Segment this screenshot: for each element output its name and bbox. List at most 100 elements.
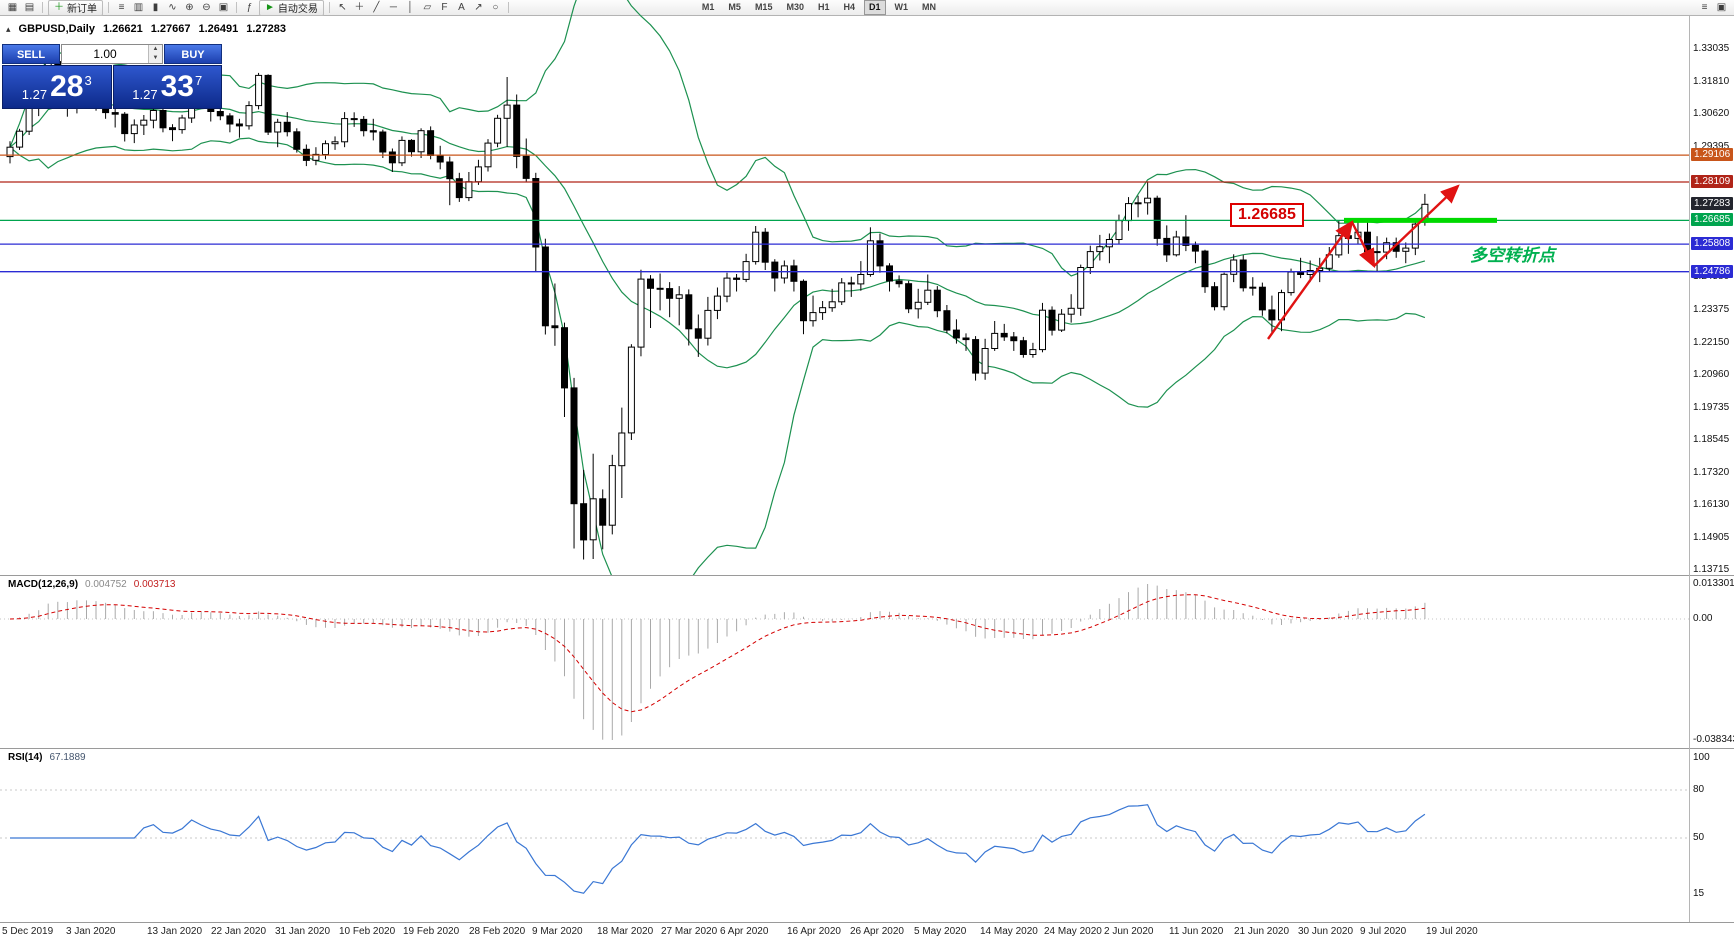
price-level-label: 1.28109 (1691, 175, 1734, 188)
macd-signal-value: 0.003713 (133, 579, 176, 590)
price-tick-label: 1.16130 (1693, 499, 1730, 510)
rsi-axis[interactable]: 100 80 50 15 (1690, 749, 1734, 921)
macd-name: MACD(12,26,9) (8, 579, 79, 590)
timeframe-mn[interactable]: MN (922, 2, 937, 12)
date-label: 2 Jun 2020 (1104, 926, 1154, 937)
candlestick-chart-icon[interactable]: ▮ (152, 2, 159, 13)
tile-windows-icon[interactable]: ▣ (218, 2, 229, 13)
market-depth-icon[interactable]: ≡ (118, 2, 125, 13)
new-order-button-label: 新订单 (67, 4, 97, 15)
autotrading-button-icon: ► (265, 1, 275, 13)
date-label: 19 Jul 2020 (1426, 926, 1478, 937)
price-level-label: 1.27283 (1691, 197, 1734, 210)
sell-price-point: 3 (84, 72, 92, 88)
sell-quote-tile[interactable]: 1.27 28 3 (2, 65, 112, 109)
timeframe-m30[interactable]: M30 (786, 2, 804, 12)
date-label: 22 Jan 2020 (211, 926, 267, 937)
date-label: 28 Feb 2020 (469, 926, 526, 937)
timeframe-m15[interactable]: M15 (754, 2, 773, 12)
ohlc-open: 1.26621 (102, 23, 143, 35)
date-label: 6 Apr 2020 (720, 926, 769, 937)
date-label: 19 Feb 2020 (403, 926, 460, 937)
zoom-out-icon[interactable]: ⊖ (202, 2, 211, 13)
trendline-icon[interactable]: ╱ (373, 2, 380, 13)
one-click-toggle-icon[interactable]: ▴ (6, 23, 11, 34)
buy-price-main: 1.27 (132, 86, 158, 102)
timeframe-m1[interactable]: M1 (701, 2, 715, 12)
toolbar-separator (507, 2, 509, 13)
date-label: 10 Feb 2020 (339, 926, 396, 937)
date-label: 9 Mar 2020 (532, 926, 583, 937)
line-chart-icon[interactable]: ∿ (168, 2, 177, 13)
macd-main-value: 0.004752 (85, 579, 127, 590)
macd-axis-label: -0.038343 (1693, 734, 1734, 745)
price-tick-label: 1.17320 (1693, 467, 1730, 478)
rsi-axis-label: 50 (1693, 832, 1705, 843)
price-level-label: 1.29106 (1691, 148, 1734, 161)
timeframe-m5[interactable]: M5 (728, 2, 741, 12)
new-order-button-icon: ＋ (54, 1, 64, 13)
price-tick-label: 1.33035 (1693, 43, 1730, 54)
price-tick-label: 1.29395 (1693, 141, 1730, 152)
price-tick-label: 1.23375 (1693, 304, 1730, 315)
cursor-icon[interactable]: ↖ (338, 2, 347, 13)
toolbar-separator (328, 2, 330, 13)
text-icon[interactable]: A (458, 2, 465, 13)
toolbar-menu-icon[interactable]: ≡ (1701, 2, 1708, 13)
rsi-panel-divider[interactable] (0, 748, 1734, 749)
toolbar-separator (42, 2, 43, 13)
date-label: 5 May 2020 (914, 926, 967, 937)
rsi-indicator-plot[interactable] (0, 749, 1689, 921)
price-level-label: 1.25808 (1691, 237, 1734, 250)
macd-axis[interactable]: 0.013301 0.00 -0.038343 (1690, 576, 1734, 748)
ohlc-low: 1.26491 (198, 23, 239, 35)
chart-profiles-icon[interactable]: ▤ (24, 2, 35, 13)
buy-quote-tile[interactable]: 1.27 33 7 (112, 65, 222, 109)
new-chart-icon[interactable]: ▦ (7, 2, 18, 13)
macd-label-row: MACD(12,26,9) 0.004752 0.003713 (8, 579, 175, 590)
timeframe-w1[interactable]: W1 (894, 2, 909, 12)
date-axis-divider (0, 922, 1734, 923)
turning-point-note: 多空转折点 (1470, 246, 1555, 265)
date-label: 24 May 2020 (1044, 926, 1102, 937)
macd-panel-divider[interactable] (0, 575, 1734, 576)
volume-input[interactable]: 1.00 (93, 47, 117, 61)
date-axis[interactable]: 5 Dec 2019 3 Jan 2020 13 Jan 2020 22 Jan 20… (0, 924, 1734, 944)
vertical-line-icon[interactable]: │ (407, 2, 414, 13)
indicators-icon[interactable]: ƒ (246, 2, 253, 13)
new-order-button[interactable]: ＋新订单 (48, 0, 103, 16)
chart-ohlc-header: ▴ GBPUSD,Daily 1.26621 1.27667 1.26491 1… (6, 23, 286, 35)
horizontal-line-icon[interactable]: ─ (389, 2, 397, 13)
timeframe-d1[interactable]: D1 (864, 0, 886, 15)
bar-chart-icon[interactable]: ▥ (133, 2, 144, 13)
price-tick-label: 1.18545 (1693, 434, 1730, 445)
macd-indicator-plot[interactable] (0, 576, 1689, 748)
fibonacci-icon[interactable]: F (441, 2, 448, 13)
timeframe-h4[interactable]: H4 (843, 2, 855, 12)
crosshair-icon[interactable]: ＋ (354, 2, 365, 13)
buy-button[interactable]: BUY (164, 44, 222, 64)
timeframe-h1[interactable]: H1 (817, 2, 830, 12)
date-label: 9 Jul 2020 (1360, 926, 1407, 937)
rsi-axis-label: 100 (1693, 752, 1710, 763)
shapes-icon[interactable]: ○ (492, 2, 499, 13)
date-label: 3 Jan 2020 (66, 926, 116, 937)
volume-decrease-button[interactable]: ▼ (149, 54, 162, 63)
sell-button[interactable]: SELL (2, 44, 60, 64)
channel-icon[interactable]: ▱ (423, 2, 432, 13)
zoom-in-icon[interactable]: ⊕ (185, 2, 194, 13)
price-tick-label: 1.13715 (1693, 564, 1730, 575)
date-label: 13 Jan 2020 (147, 926, 203, 937)
volume-increase-button[interactable]: ▲ (149, 45, 162, 54)
price-axis[interactable]: 1.330351.318101.306201.293951.245801.233… (1690, 0, 1734, 576)
ohlc-close: 1.27283 (246, 23, 287, 35)
arrow-tool-icon[interactable]: ↗ (474, 2, 483, 13)
toolbar-windows-icon[interactable]: ▣ (1716, 2, 1727, 13)
rsi-value: 67.1889 (49, 752, 86, 763)
main-chart-plot[interactable] (0, 0, 1689, 576)
macd-axis-label: 0.00 (1693, 613, 1713, 624)
date-label: 27 Mar 2020 (661, 926, 718, 937)
autotrading-button[interactable]: ► 自动交易 (259, 0, 324, 16)
price-level-label: 1.26685 (1691, 213, 1734, 226)
one-click-trading-panel: SELL 1.00 ▲ ▼ BUY 1.27 28 3 1.27 33 7 (2, 44, 222, 109)
